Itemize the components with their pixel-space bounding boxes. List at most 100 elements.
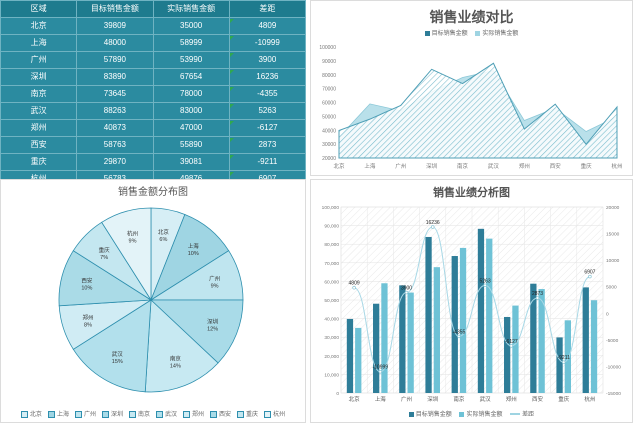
x-tick-label: 北京 (349, 395, 361, 403)
gap-point (457, 334, 461, 339)
amount-cell[interactable]: 73645 (76, 85, 154, 103)
x-tick-label: 深圳 (426, 162, 438, 170)
amount-cell[interactable]: 35000 (152, 17, 230, 35)
amount-cell[interactable]: 83000 (152, 102, 230, 120)
slice-category-label: 北京 (158, 228, 170, 236)
legend-label: 广州 (83, 412, 96, 418)
region-cell[interactable]: 广州 (0, 51, 78, 69)
x-tick-label: 西安 (550, 162, 562, 170)
gap-value-label: 4809 (349, 281, 360, 287)
amount-cell[interactable]: 83890 (76, 68, 154, 86)
legend-swatch (264, 410, 272, 418)
y-tick-label: 20,000 (324, 354, 339, 360)
amount-cell[interactable]: 88263 (76, 102, 154, 120)
legend-label: 目标销售金额 (431, 31, 468, 37)
table-row[interactable]: 北京 39809 35000 4809 (0, 17, 307, 35)
combo-chart-panel[interactable]: 销售业绩分析图 100,000 90,000 80,000 70,000 60,000 5… (310, 179, 633, 423)
slice-percent-label: 10% (81, 286, 92, 292)
actual-bar (381, 283, 388, 393)
amount-cell[interactable]: 78000 (152, 85, 230, 103)
x-tick-label: 广州 (401, 395, 412, 403)
actual-bar (433, 267, 440, 393)
amount-cell[interactable]: 67654 (152, 68, 230, 86)
gap-point (483, 283, 487, 288)
chart-title: 销售业绩分析图 (433, 187, 510, 199)
gap-point (378, 370, 383, 374)
x-tick-label: 郑州 (506, 395, 517, 403)
legend-swatch (424, 30, 430, 36)
amount-cell[interactable]: 40873 (76, 119, 154, 137)
table-body: 北京 39809 35000 4809 上海 48000 58999 -10999 广州 5789… (0, 17, 307, 188)
gap-cell[interactable]: 4809 (228, 17, 307, 35)
amount-cell[interactable]: 48000 (76, 34, 154, 52)
table-row[interactable]: 重庆 29870 39081 -9211 (0, 153, 307, 171)
y-tick-label: 90,000 (324, 224, 339, 230)
table-row[interactable]: 深圳 83890 67654 16236 (0, 68, 307, 86)
amount-cell[interactable]: 39809 (76, 17, 154, 35)
amount-cell[interactable]: 58763 (76, 136, 154, 154)
region-cell[interactable]: 北京 (0, 17, 78, 35)
y-tick-label: 10,000 (324, 372, 339, 378)
region-cell[interactable]: 西安 (0, 136, 78, 154)
amount-cell[interactable]: 57890 (76, 51, 154, 69)
target-bar (425, 236, 432, 393)
region-cell[interactable]: 南京 (0, 85, 78, 103)
gap-cell[interactable]: -10999 (228, 34, 307, 52)
trend-chart-panel[interactable]: 销售业绩对比 目标销售金额 实际销售金额 100000 90000 80000 700… (310, 0, 633, 176)
amount-cell[interactable]: 58999 (152, 34, 230, 52)
y-tick-label: 70,000 (324, 261, 339, 267)
table-row[interactable]: 西安 58763 55890 2873 (0, 136, 307, 154)
gap-cell[interactable]: 16236 (228, 68, 307, 86)
region-cell[interactable]: 武汉 (0, 102, 78, 120)
amount-cell[interactable]: 55890 (152, 136, 230, 154)
gap-cell[interactable]: -6127 (228, 119, 307, 137)
slice-percent-label: 6% (159, 237, 167, 243)
pie-chart-panel[interactable]: 销售金额分布图 北京 6% 上海 10% 广州 9% 深圳 12% 南京 14% 武汉 15% 郑州 8%… (0, 179, 306, 423)
y-tick-label: 40000 (322, 128, 336, 134)
legend-swatch (47, 410, 55, 418)
slice-category-label: 深圳 (207, 317, 219, 325)
x-tick-label: 北京 (333, 162, 345, 170)
table-row[interactable]: 广州 57890 53990 3900 (0, 51, 307, 69)
x-tick-label: 武汉 (480, 395, 492, 403)
column-header[interactable]: 目标销售金额 (76, 0, 154, 18)
actual-bar (564, 320, 571, 393)
region-cell[interactable]: 重庆 (0, 153, 78, 171)
column-header[interactable]: 区域 (0, 0, 78, 18)
column-header[interactable]: 差距 (228, 0, 307, 18)
trend-area-chart: 100000 90000 80000 70000 60000 50000 40000 3000… (319, 45, 622, 170)
y2-tick-label: 5000 (606, 285, 617, 291)
gap-cell[interactable]: -9211 (228, 153, 307, 171)
x-tick-label: 南京 (457, 162, 469, 170)
actual-bar (355, 327, 362, 393)
y2-tick-label: -5000 (606, 338, 619, 344)
y-tick-label: 30,000 (324, 335, 339, 341)
amount-cell[interactable]: 53990 (152, 51, 230, 69)
actual-bar (512, 305, 519, 393)
y2-tick-label: 0 (606, 311, 609, 317)
region-cell[interactable]: 郑州 (0, 119, 78, 137)
y-tick-label: 100,000 (322, 205, 340, 211)
table-row[interactable]: 南京 73645 78000 -4355 (0, 85, 307, 103)
column-header[interactable]: 实际销售金额 (152, 0, 230, 18)
amount-cell[interactable]: 29870 (76, 153, 154, 171)
legend-item: 上海 (47, 409, 69, 418)
gap-point (404, 290, 409, 295)
y-tick-label: 80000 (322, 73, 336, 79)
legend-item: 北京 (20, 409, 42, 418)
region-cell[interactable]: 上海 (0, 34, 78, 52)
table-row[interactable]: 郑州 40873 47000 -6127 (0, 119, 307, 137)
y2-tick-label: 20000 (606, 205, 620, 211)
chart-legend: 北京 上海 广州 深圳 南京 武汉 郑州 西安 重庆 杭州 (1, 409, 305, 418)
amount-cell[interactable]: 39081 (152, 153, 230, 171)
gap-cell[interactable]: -4355 (228, 85, 307, 103)
gap-point (535, 296, 540, 300)
table-row[interactable]: 上海 48000 58999 -10999 (0, 34, 307, 52)
gap-cell[interactable]: 3900 (228, 51, 307, 69)
gap-cell[interactable]: 5263 (228, 102, 307, 120)
region-cell[interactable]: 深圳 (0, 68, 78, 86)
amount-cell[interactable]: 47000 (152, 119, 230, 137)
gap-cell[interactable]: 2873 (228, 136, 307, 154)
table-row[interactable]: 武汉 88263 83000 5263 (0, 102, 307, 120)
slice-category-label: 重庆 (99, 246, 111, 254)
